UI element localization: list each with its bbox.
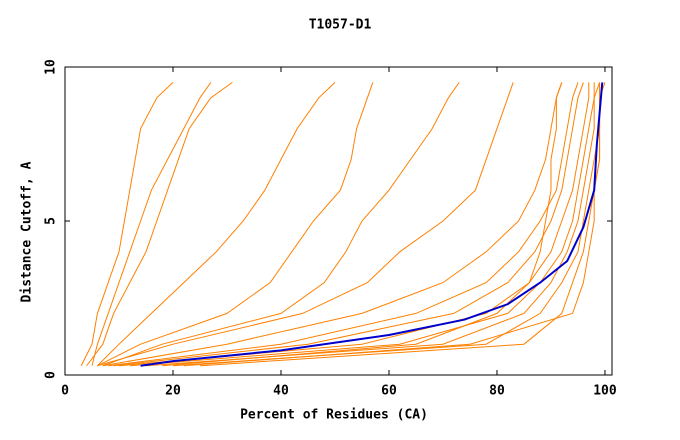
x-tick-label: 100 [593,384,617,399]
series-line [80,82,174,366]
y-axis-label: Distance Cutoff, A [20,161,35,302]
series-line [102,82,563,367]
x-tick-label: 0 [61,384,69,399]
series-line [162,82,563,367]
series-line [97,82,336,367]
series-line [97,82,374,367]
x-axis-label: Percent of Residues (CA) [240,408,428,423]
y-tick-label: 0 [44,371,59,379]
y-tick-label: 5 [44,217,59,225]
y-tick-label: 10 [44,59,59,75]
series-line [145,82,601,367]
series-line [97,82,514,367]
x-tick-label: 80 [489,384,505,399]
series-line [102,82,460,367]
chart-title: T1057-D1 [309,18,372,33]
x-tick-label: 20 [165,384,181,399]
series-line [140,82,604,367]
series-line [86,81,233,367]
series-line [113,82,584,367]
series-line [91,82,212,366]
series-line [108,82,579,367]
x-tick-label: 60 [381,384,397,399]
x-tick-label: 40 [273,384,289,399]
series-line [129,82,595,367]
